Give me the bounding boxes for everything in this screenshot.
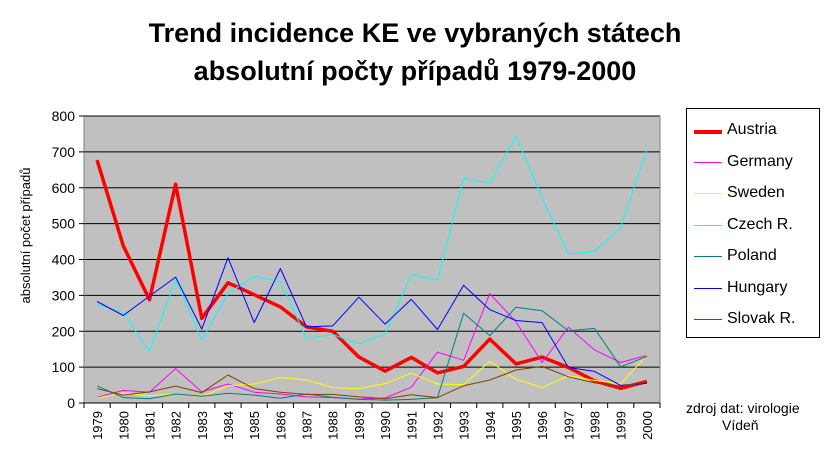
x-tick-label: 1982	[169, 411, 184, 440]
legend-item-poland: Poland	[687, 243, 819, 273]
x-tick-label: 1985	[247, 411, 262, 440]
x-tick-label: 1997	[561, 411, 576, 440]
x-tick-label: 2000	[640, 411, 655, 440]
legend-label: Slovak R.	[727, 310, 796, 327]
x-tick-label: 1988	[326, 411, 341, 440]
chart-subtitle: absolutní počty případů 1979-2000	[193, 56, 637, 86]
y-tick-label: 100	[52, 359, 76, 375]
series-line-slovak-r	[96, 365, 647, 400]
legend-item-slovak-r: Slovak R.	[687, 306, 819, 336]
y-axis-ticks: 0 100 200 300 400 500 600 700 800	[52, 108, 84, 411]
y-tick-label: 800	[52, 108, 76, 124]
legend-item-czech-r: Czech R.	[687, 212, 819, 242]
y-tick-label: 700	[52, 144, 76, 160]
x-tick-label: 1993	[457, 411, 472, 440]
x-tick-label: 1987	[300, 411, 315, 440]
legend-swatch	[694, 256, 722, 257]
y-tick-label: 500	[52, 216, 76, 232]
legend-label: Sweden	[727, 184, 785, 201]
legend-label: Czech R.	[727, 215, 793, 233]
x-axis-ticks: 1979 1980 1981 1982 1983 1984 1985 1986 1987 1988…	[83, 403, 661, 440]
legend-swatch	[694, 224, 722, 226]
legend-swatch	[694, 161, 722, 163]
x-tick-label: 1986	[273, 411, 288, 440]
x-tick-label: 1991	[404, 411, 419, 440]
legend-swatch	[694, 319, 722, 320]
x-tick-label: 1984	[221, 411, 236, 440]
x-tick-label: 1992	[430, 411, 445, 440]
legend-swatch	[694, 287, 722, 289]
series-line-austria	[95, 159, 648, 391]
legend-item-germany: Germany	[687, 149, 819, 179]
x-tick-label: 1996	[535, 411, 550, 440]
x-tick-label: 1994	[483, 411, 498, 440]
x-tick-label: 1995	[509, 411, 524, 440]
x-tick-label: 1998	[588, 411, 603, 440]
x-tick-label: 1999	[614, 411, 629, 440]
legend-item-sweden: Sweden	[687, 180, 819, 210]
x-tick-label: 1989	[352, 411, 367, 440]
legend-label: Germany	[727, 152, 793, 170]
y-tick-label: 600	[52, 180, 76, 196]
y-axis-label: absolutní počet případů	[18, 168, 33, 304]
legend-label: Hungary	[727, 278, 788, 296]
legend-swatch	[694, 193, 722, 194]
x-tick-label: 1979	[90, 411, 105, 440]
legend: Austria Germany Sweden Czech R. Poland Hungar…	[686, 108, 820, 338]
series-line-hungary	[96, 257, 647, 386]
series-lines	[95, 135, 648, 401]
source-line-1: zdroj dat: virologie	[686, 400, 800, 416]
chart-title: Trend incidence KE ve vybraných státech	[148, 18, 682, 48]
legend-label: Austria	[727, 121, 777, 138]
series-line-czech-r	[96, 135, 648, 353]
x-tick-label: 1980	[116, 411, 131, 440]
y-tick-label: 400	[52, 252, 76, 268]
source-line-2: Vídeň	[722, 417, 759, 433]
y-tick-label: 300	[52, 287, 76, 303]
y-tick-label: 0	[67, 395, 75, 411]
source-note: zdroj dat: virologie Vídeň	[686, 400, 836, 434]
legend-swatch	[694, 130, 722, 134]
legend-item-hungary: Hungary	[687, 275, 819, 305]
legend-label: Poland	[727, 247, 777, 264]
legend-item-austria: Austria	[687, 117, 819, 147]
series-line-poland	[96, 306, 648, 401]
y-tick-label: 200	[52, 323, 76, 339]
x-tick-label: 1983	[195, 411, 210, 440]
x-tick-label: 1990	[378, 411, 393, 440]
x-tick-label: 1981	[142, 411, 157, 440]
